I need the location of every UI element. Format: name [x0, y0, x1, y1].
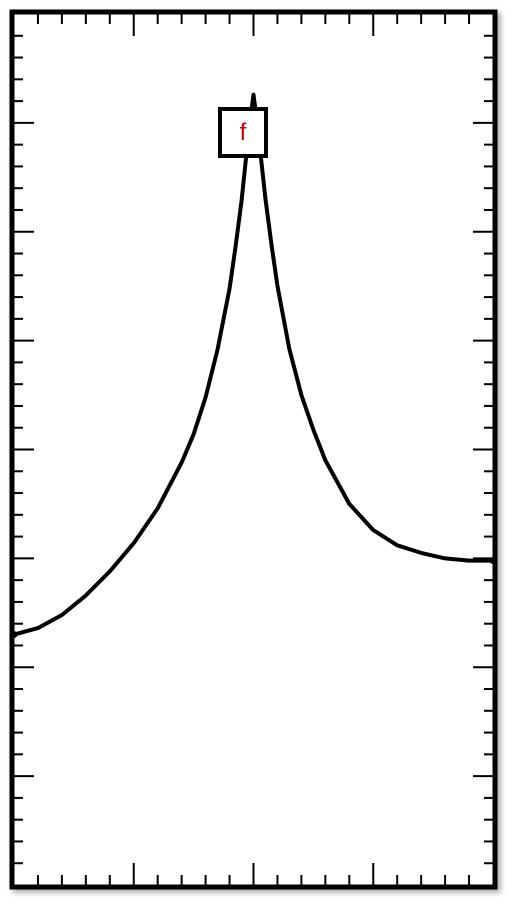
panel-label: f — [239, 118, 247, 146]
series-line-0 — [12, 92, 495, 637]
tick-marks — [14, 14, 493, 885]
series-start-point — [10, 631, 18, 639]
series-layer — [10, 92, 497, 639]
series-end-point — [489, 557, 497, 565]
panel-label-box: f — [218, 107, 268, 158]
